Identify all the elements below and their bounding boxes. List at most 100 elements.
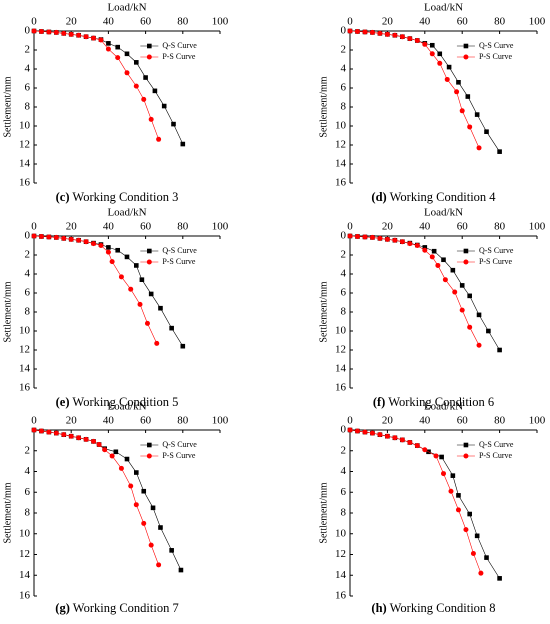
marker	[148, 116, 154, 122]
marker	[91, 35, 97, 41]
y-tick-label: 2	[25, 249, 31, 261]
marker	[178, 567, 184, 573]
marker	[105, 249, 111, 255]
y-tick-label: 8	[25, 507, 31, 519]
legend-marker	[463, 54, 469, 60]
marker	[399, 239, 405, 245]
x-axis-label: Load/kN	[424, 401, 463, 413]
x-tick-label: 60	[140, 415, 152, 427]
marker	[470, 550, 476, 556]
marker	[76, 237, 82, 243]
y-tick-label: 16	[335, 382, 347, 394]
marker	[369, 29, 375, 35]
x-tick-label: 40	[103, 221, 115, 233]
x-tick-label: 80	[177, 221, 189, 233]
legend-marker	[147, 248, 152, 254]
x-tick-label: 20	[66, 221, 78, 233]
legend-label: Q-S Curve	[162, 41, 197, 50]
y-tick-label: 0	[341, 424, 347, 436]
y-tick-label: 10	[335, 120, 347, 132]
caption: (g) Working Condition 7	[55, 601, 178, 615]
marker	[399, 437, 405, 443]
y-tick-label: 16	[335, 177, 347, 189]
marker	[83, 436, 89, 442]
marker	[354, 28, 360, 34]
marker	[31, 427, 37, 433]
marker	[362, 29, 368, 35]
legend-marker	[146, 54, 152, 60]
marker	[414, 243, 420, 248]
y-tick-label: 12	[335, 344, 346, 356]
legend-label: P-S Curve	[479, 52, 513, 61]
marker	[158, 525, 163, 530]
marker	[91, 241, 97, 247]
legend-label: P-S Curve	[162, 451, 196, 460]
caption: (h) Working Condition 8	[371, 601, 495, 615]
marker	[377, 30, 383, 36]
marker	[450, 473, 456, 478]
marker	[144, 320, 150, 326]
marker	[384, 236, 390, 242]
marker	[171, 121, 176, 127]
y-tick-label: 6	[25, 287, 31, 299]
caption: (e) Working Condition 5	[56, 395, 179, 409]
marker	[444, 76, 450, 82]
marker	[459, 108, 465, 114]
marker	[452, 289, 458, 295]
y-tick-label: 4	[25, 465, 31, 477]
marker	[392, 435, 398, 441]
y-tick-label: 12	[19, 139, 30, 151]
marker	[429, 42, 435, 48]
marker	[46, 234, 52, 240]
y-tick-label: 8	[25, 101, 31, 113]
marker	[467, 124, 473, 130]
y-tick-label: 10	[335, 325, 347, 337]
marker	[83, 239, 89, 245]
y-tick-label: 12	[19, 344, 30, 356]
y-axis-label: Settlement/mm	[318, 76, 329, 137]
series-line	[33, 429, 159, 565]
marker	[497, 347, 502, 353]
marker	[158, 305, 163, 311]
marker	[61, 432, 67, 438]
marker	[115, 44, 120, 50]
marker	[134, 263, 139, 268]
y-tick-label: 8	[341, 101, 347, 113]
marker	[152, 88, 158, 94]
marker	[83, 34, 89, 40]
y-tick-label: 2	[25, 44, 31, 56]
marker	[455, 507, 461, 513]
marker	[118, 465, 124, 471]
y-tick-label: 4	[25, 268, 31, 280]
marker	[407, 36, 413, 42]
marker	[46, 429, 52, 435]
y-tick-label: 14	[19, 569, 31, 581]
marker	[456, 80, 461, 85]
series-line	[349, 429, 500, 579]
y-tick-label: 0	[341, 25, 347, 37]
marker	[429, 254, 435, 260]
marker	[68, 236, 74, 242]
marker	[106, 41, 111, 46]
marker	[38, 233, 44, 239]
x-tick-label: 80	[494, 415, 506, 427]
x-tick-label: 80	[177, 415, 189, 427]
y-tick-label: 14	[335, 363, 347, 375]
marker	[392, 237, 398, 243]
y-tick-label: 16	[19, 177, 31, 189]
y-tick-label: 2	[341, 249, 347, 261]
caption-label: (f)	[373, 395, 386, 409]
marker	[407, 241, 413, 247]
marker	[53, 29, 59, 35]
y-tick-label: 8	[341, 306, 347, 318]
marker	[454, 89, 460, 95]
marker	[384, 31, 390, 37]
marker	[68, 433, 74, 439]
marker	[124, 51, 130, 57]
x-tick-label: 100	[212, 221, 229, 233]
marker	[98, 243, 104, 248]
marker	[148, 291, 154, 297]
x-tick-label: 20	[66, 415, 78, 427]
marker	[102, 447, 108, 453]
caption-label: (e)	[56, 395, 70, 409]
